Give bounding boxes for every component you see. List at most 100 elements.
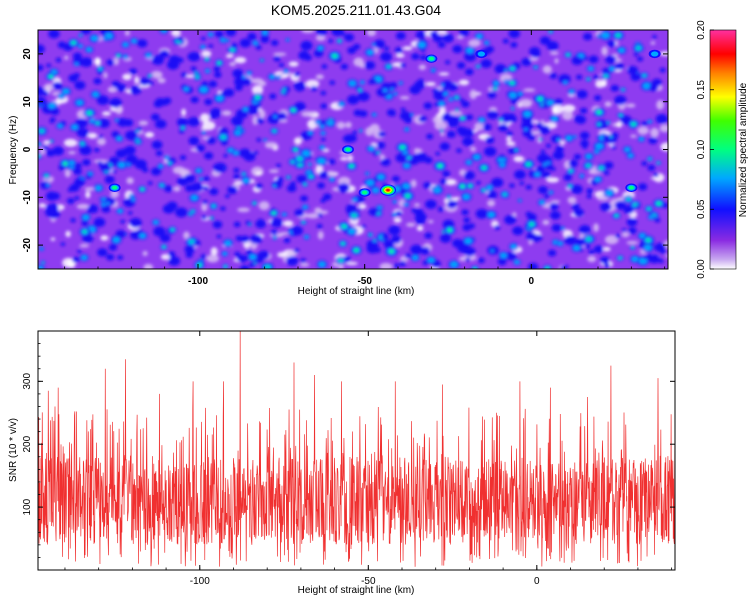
heatmap-low-patch [282, 220, 294, 227]
heatmap-blob [159, 49, 170, 58]
heatmap-blob [525, 211, 532, 217]
heatmap-blob-core [227, 147, 234, 153]
heatmap-blob-core [103, 36, 108, 41]
heatmap-blob [652, 34, 657, 39]
heatmap-low-patch [181, 108, 186, 117]
heatmap-blob-core [466, 47, 474, 54]
heatmap-blob [465, 68, 474, 76]
heatmap-blob [278, 62, 285, 68]
heatmap-blob [441, 112, 453, 121]
heatmap-blob [465, 257, 471, 262]
heatmap-blob [357, 91, 370, 102]
heatmap-notable-blob [112, 185, 118, 190]
heatmap-notable-blob [428, 56, 435, 61]
heatmap-low-patch [436, 30, 448, 35]
heatmap-blob-core [160, 30, 168, 33]
heatmap-blob [270, 39, 279, 46]
heatmap-low-patch [103, 72, 108, 79]
heatmap-blob-core [599, 166, 604, 170]
heatmap-blob-core [319, 145, 325, 150]
heatmap-blob [111, 80, 121, 88]
heatmap-blob [485, 46, 495, 53]
snr-series-line [38, 331, 675, 567]
heatmap-blob-core [427, 257, 435, 263]
heatmap-blob [593, 245, 604, 254]
heatmap-blob [202, 185, 209, 191]
heatmap-blob-core [557, 139, 560, 141]
heatmap-blob [563, 174, 573, 181]
heatmap-blob [310, 85, 318, 92]
heatmap-blob-core [647, 207, 651, 211]
heatmap-blob [148, 81, 154, 86]
heatmap-y-tick-label: 0 [22, 146, 33, 152]
snr-x-ticks: -100 -50 0 [64, 331, 673, 587]
heatmap-blob [46, 63, 52, 68]
heatmap-blob-core [393, 92, 398, 96]
heatmap-blob [50, 107, 60, 116]
heatmap-blob [73, 72, 80, 78]
heatmap-blob [545, 143, 552, 148]
heatmap-low-patch [101, 111, 111, 116]
heatmap-blob [212, 111, 221, 118]
heatmap-blob-core [210, 217, 213, 219]
heatmap-blob [512, 226, 524, 236]
heatmap-blob [204, 98, 213, 106]
heatmap-blob-core [291, 160, 295, 164]
heatmap-blob-core [372, 187, 379, 193]
heatmap-blob [456, 126, 466, 134]
heatmap-blob-core [493, 81, 500, 86]
heatmap-blob-core [526, 162, 531, 167]
heatmap-blob [214, 30, 224, 38]
heatmap-blob-core [117, 54, 120, 57]
heatmap-low-patch [273, 52, 287, 57]
heatmap-blob [573, 208, 585, 218]
heatmap-low-patch [659, 124, 668, 133]
heatmap-blob [124, 145, 136, 155]
heatmap-blob-core [455, 109, 459, 111]
heatmap-blob-core [460, 184, 465, 189]
heatmap-blob [201, 81, 209, 87]
heatmap-blob [504, 214, 517, 225]
heatmap-blob-core [440, 83, 445, 87]
heatmap-blob-core [499, 119, 503, 121]
heatmap-blob-core [597, 123, 601, 126]
heatmap-low-patch [251, 85, 264, 95]
heatmap-blob-core [462, 193, 470, 200]
heatmap-blob [253, 150, 259, 155]
heatmap-blob-core [647, 120, 652, 124]
heatmap-blob-core [181, 126, 185, 129]
heatmap-low-patch [96, 137, 106, 146]
heatmap-blob [571, 184, 583, 194]
heatmap-blob [614, 200, 627, 210]
heatmap-low-patch [301, 111, 315, 117]
heatmap-blob-core [438, 101, 445, 107]
heatmap-blob-core [242, 107, 249, 112]
heatmap-blob [42, 145, 49, 150]
heatmap-low-patch [567, 196, 577, 205]
heatmap-blob [213, 163, 225, 173]
heatmap-blob [216, 234, 222, 239]
snr-frame [37, 330, 676, 571]
heatmap-blob-core [534, 66, 537, 69]
heatmap-blob [369, 78, 377, 85]
heatmap-y-tick-label: 20 [22, 48, 33, 60]
heatmap-blob-core [338, 102, 345, 107]
heatmap-blob [150, 113, 160, 121]
heatmap-blob [497, 258, 507, 266]
heatmap-blob-core [502, 193, 507, 196]
heatmap-blobs [38, 30, 668, 269]
heatmap-blob-core [412, 255, 419, 261]
heatmap-blob [166, 59, 180, 70]
heatmap-blob-core [116, 136, 123, 141]
heatmap-low-patch [456, 35, 464, 40]
heatmap-low-patch [315, 34, 326, 41]
heatmap-blob [46, 149, 56, 157]
heatmap-blob [55, 57, 62, 63]
heatmap-blob-core [308, 130, 313, 135]
heatmap-low-patch [587, 255, 597, 263]
heatmap-blob [411, 208, 418, 213]
heatmap-blob [320, 198, 326, 203]
heatmap-low-patch [434, 121, 448, 131]
heatmap-low-patch [413, 148, 420, 154]
heatmap-blob [298, 50, 310, 60]
